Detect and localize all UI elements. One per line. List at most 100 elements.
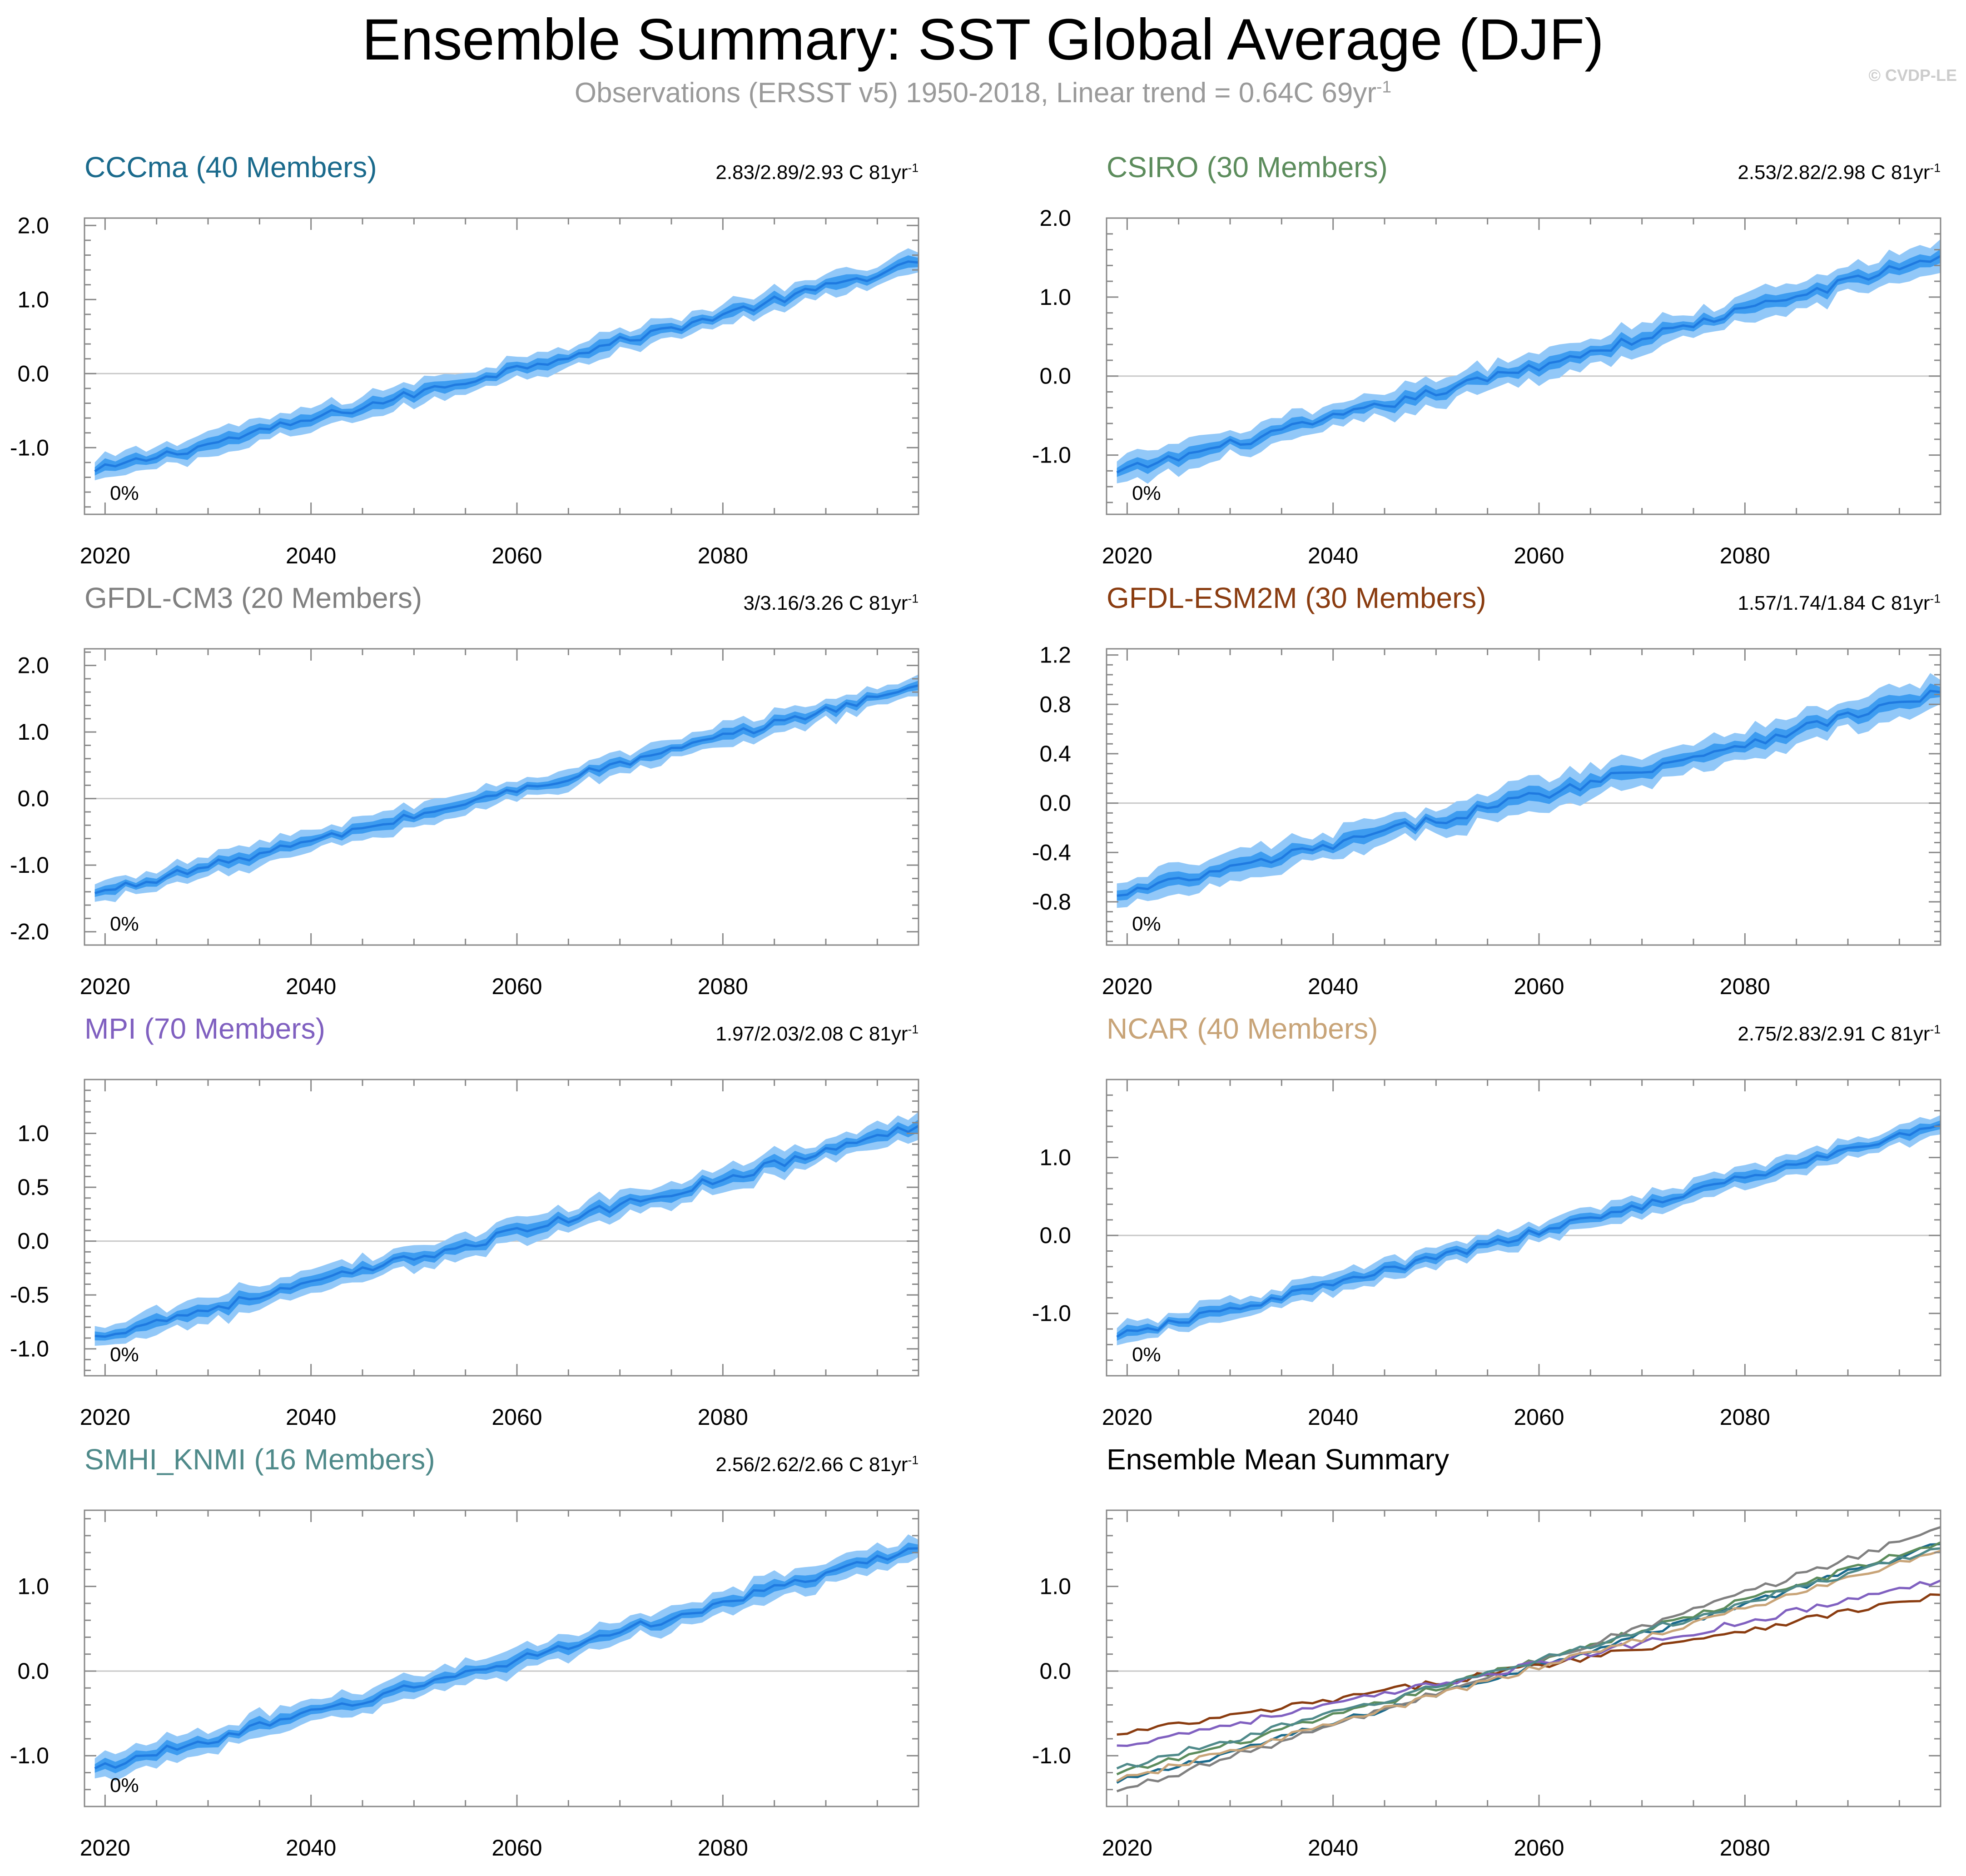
y-tick-label: 0.0 — [1039, 791, 1071, 816]
y-tick-label: -2.0 — [10, 919, 49, 945]
panel-title: Ensemble Mean Summary — [1107, 1443, 1450, 1476]
x-tick-label: 2080 — [698, 1404, 748, 1430]
x-tick-label: 2080 — [1720, 543, 1770, 568]
x-tick-label: 2020 — [1102, 543, 1152, 568]
trend-label: 2.53/2.82/2.98 C 81yr-1 — [1738, 159, 1941, 186]
plot-frame — [84, 1079, 919, 1377]
plot-frame — [84, 648, 919, 946]
y-tick-label: -1.0 — [1032, 443, 1071, 468]
y-tick-label: 2.0 — [1039, 205, 1071, 231]
ensemble-mean-line — [1116, 255, 1941, 474]
y-tick-label: -1.0 — [1032, 1743, 1071, 1768]
trend-text: 2.56/2.62/2.66 C 81yr — [715, 1453, 908, 1476]
trend-text: 1.97/2.03/2.08 C 81yr — [715, 1023, 908, 1045]
mean-series-line — [1116, 1526, 1941, 1792]
trend-superscript: -1 — [1930, 592, 1941, 606]
y-tick-label: 0.0 — [17, 1229, 49, 1254]
x-tick-label: 2080 — [1720, 974, 1770, 999]
ensemble-mean-line — [94, 1547, 919, 1770]
y-tick-label: -1.0 — [10, 852, 49, 878]
panel-plot: 2020 2040 2060 2080 -1.0 0.0 1.0 — [1032, 1509, 1941, 1861]
y-tick-label: 1.0 — [17, 1574, 49, 1599]
percent-label: 0% — [1132, 913, 1161, 935]
trend-text: 2.53/2.82/2.98 C 81yr — [1738, 161, 1930, 184]
y-tick-label: 0.0 — [17, 1658, 49, 1684]
y-tick-label: 1.0 — [17, 287, 49, 312]
copyright-label: © CVDP-LE — [1868, 66, 1957, 85]
x-tick-label: 2060 — [1514, 974, 1564, 999]
trend-superscript: -1 — [908, 161, 918, 175]
x-tick-label: 2040 — [286, 974, 336, 999]
panel-1: CSIRO (30 Members) 2.53/2.82/2.98 C 81yr-… — [1022, 150, 1966, 582]
plot-frame — [84, 1509, 919, 1807]
trend-text: 3/3.16/3.26 C 81yr — [743, 592, 908, 614]
panel-plot: 0% 2020 2040 2060 2080 -1.0 0.0 1.0 — [1032, 1079, 1941, 1430]
trend-label: 2.56/2.62/2.66 C 81yr-1 — [715, 1451, 918, 1478]
x-tick-label: 2020 — [80, 974, 130, 999]
x-tick-label: 2040 — [1308, 974, 1358, 999]
panel-plot: 0% 2020 2040 2060 2080 -1.0 0.0 1.0 2.0 — [10, 213, 919, 568]
x-tick-label: 2040 — [1308, 1835, 1358, 1861]
percent-label: 0% — [110, 1344, 139, 1366]
panel-title: NCAR (40 Members) — [1107, 1012, 1378, 1045]
panel-7: Ensemble Mean Summary 2020 2040 2060 2080 -1.… — [1022, 1442, 1966, 1874]
trend-label: 2.83/2.89/2.93 C 81yr-1 — [715, 159, 918, 186]
panel-4: MPI (70 Members) 1.97/2.03/2.08 C 81yr-1 0… — [0, 1011, 944, 1443]
spread-outer-band — [94, 1534, 919, 1781]
y-tick-label: 0.0 — [1039, 1223, 1071, 1248]
y-tick-label: 0.0 — [1039, 1658, 1071, 1684]
x-tick-label: 2060 — [492, 1835, 542, 1861]
x-tick-label: 2060 — [492, 974, 542, 999]
ensemble-mean-line — [94, 1125, 919, 1338]
y-tick-label: 0.8 — [1039, 692, 1071, 717]
y-tick-label: 1.2 — [1039, 642, 1071, 668]
x-tick-label: 2060 — [1514, 1404, 1564, 1430]
x-tick-label: 2020 — [1102, 1404, 1152, 1430]
trend-label: 2.75/2.83/2.91 C 81yr-1 — [1738, 1020, 1941, 1048]
y-tick-label: 0.4 — [1039, 741, 1071, 766]
trend-text: 2.83/2.89/2.93 C 81yr — [715, 161, 908, 184]
ensemble-mean-line — [94, 684, 919, 895]
y-tick-label: 2.0 — [17, 213, 49, 238]
x-tick-label: 2060 — [492, 1404, 542, 1430]
y-tick-label: -1.0 — [10, 1743, 49, 1768]
percent-label: 0% — [1132, 1344, 1161, 1366]
mean-series-line — [1116, 1547, 1941, 1770]
plot-frame — [1106, 648, 1941, 946]
plot-frame — [1106, 217, 1941, 515]
x-tick-label: 2020 — [80, 1835, 130, 1861]
panel-6: SMHI_KNMI (16 Members) 2.56/2.62/2.66 C 8… — [0, 1442, 944, 1874]
panel-plot: 0% 2020 2040 2060 2080 -0.8 -0.4 0.0 0.4 0.8 1.2 — [1032, 642, 1941, 999]
y-tick-label: 2.0 — [17, 653, 49, 678]
panel-title: MPI (70 Members) — [84, 1012, 325, 1045]
panel-plot: 0% 2020 2040 2060 2080 -1.0 0.0 1.0 2.0 — [1032, 205, 1941, 568]
x-tick-label: 2060 — [1514, 543, 1564, 568]
spread-inner-band — [94, 1543, 919, 1774]
subtitle-superscript: -1 — [1376, 77, 1392, 96]
trend-label: 3/3.16/3.26 C 81yr-1 — [744, 590, 918, 617]
percent-label: 0% — [1132, 482, 1161, 504]
x-tick-label: 2080 — [698, 974, 748, 999]
mean-series-line — [1116, 1550, 1941, 1782]
y-tick-label: 1.0 — [1039, 1574, 1071, 1599]
panel-title: CCCma (40 Members) — [84, 151, 377, 184]
y-tick-label: 0.0 — [17, 361, 49, 386]
y-tick-label: 0.5 — [17, 1174, 49, 1200]
x-tick-label: 2040 — [1308, 543, 1358, 568]
x-tick-label: 2020 — [80, 1404, 130, 1430]
ensemble-mean-line — [1117, 690, 1941, 897]
panel-plot: 0% 2020 2040 2060 2080 -1.0 0.0 1.0 — [10, 1509, 919, 1861]
trend-superscript: -1 — [908, 1022, 918, 1036]
y-tick-label: -1.0 — [10, 1336, 49, 1362]
page-title: Ensemble Summary: SST Global Average (DJ… — [362, 7, 1604, 72]
panel-2: GFDL-CM3 (20 Members) 3/3.16/3.26 C 81yr-… — [0, 581, 944, 1012]
x-tick-label: 2060 — [1514, 1835, 1564, 1861]
trend-superscript: -1 — [1930, 161, 1941, 175]
y-tick-label: -1.0 — [1032, 1301, 1071, 1326]
trend-superscript: -1 — [1930, 1022, 1941, 1036]
panel-title: GFDL-ESM2M (30 Members) — [1107, 582, 1486, 614]
trend-superscript: -1 — [908, 1453, 918, 1467]
panel-plot: 0% 2020 2040 2060 2080 -2.0 -1.0 0.0 1.0 2.0 — [10, 648, 919, 999]
y-tick-label: -0.4 — [1032, 840, 1071, 865]
x-tick-label: 2040 — [286, 1835, 336, 1861]
